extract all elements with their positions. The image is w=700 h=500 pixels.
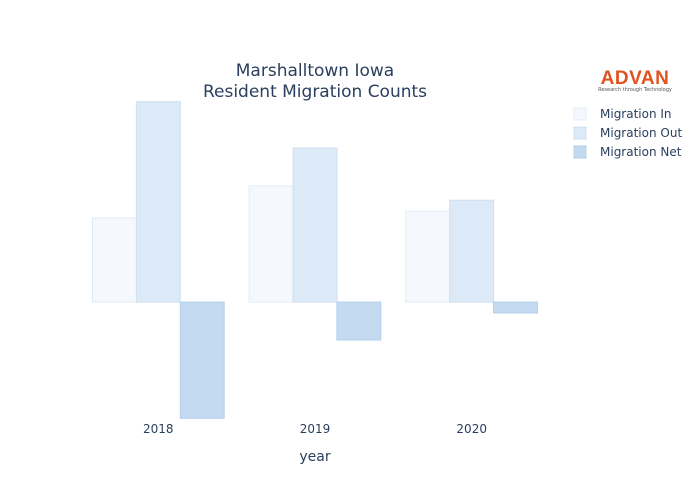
legend-label-migration-net[interactable]: Migration Net bbox=[600, 145, 682, 159]
bars-group bbox=[92, 101, 539, 419]
bar-migration-out-2018[interactable] bbox=[135, 101, 181, 303]
bar-migration-net-2020[interactable] bbox=[493, 301, 539, 314]
x-ticks-group: 2018 2019 2020 bbox=[143, 422, 487, 436]
chart-title-line-2: Resident Migration Counts bbox=[203, 82, 427, 102]
legend-label-migration-in[interactable]: Migration In bbox=[600, 107, 672, 121]
logo-name: ADVAN bbox=[601, 68, 670, 89]
chart-title-line-1: Marshalltown Iowa bbox=[236, 61, 394, 81]
legend-swatch-migration-net[interactable] bbox=[573, 145, 587, 159]
legend: Migration In Migration Out Migration Net bbox=[573, 107, 682, 159]
legend-swatch-migration-out[interactable] bbox=[573, 126, 587, 140]
legend-swatch-migration-in[interactable] bbox=[573, 107, 587, 121]
bar-migration-net-2018[interactable] bbox=[179, 301, 225, 419]
x-tick-label: 2020 bbox=[456, 422, 487, 436]
bar-migration-out-2019[interactable] bbox=[292, 147, 338, 303]
bar-migration-in-2019[interactable] bbox=[248, 185, 294, 303]
advan-logo: ADVAN Research through Technology bbox=[598, 68, 672, 93]
bar-migration-out-2020[interactable] bbox=[449, 199, 495, 303]
bar-migration-in-2018[interactable] bbox=[92, 217, 137, 303]
x-tick-label: 2018 bbox=[143, 422, 174, 436]
bar-migration-net-2019[interactable] bbox=[336, 301, 382, 341]
bar-migration-in-2020[interactable] bbox=[405, 210, 451, 303]
legend-label-migration-out[interactable]: Migration Out bbox=[600, 126, 682, 140]
x-tick-label: 2019 bbox=[300, 422, 331, 436]
logo-tagline: Research through Technology bbox=[598, 87, 672, 93]
x-axis-title: year bbox=[299, 449, 330, 465]
